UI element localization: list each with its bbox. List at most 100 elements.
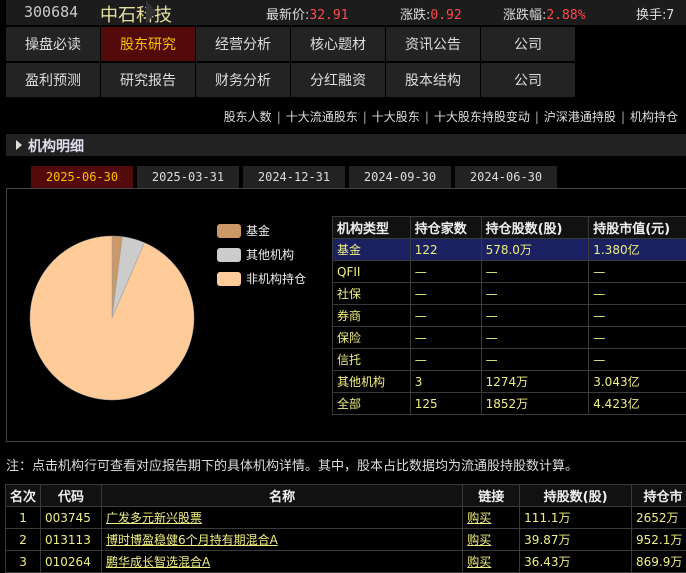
nav-button[interactable]: 财务分析 (196, 63, 290, 97)
sub-link[interactable]: 十大股东 (372, 110, 420, 124)
stock-name: 中石科技 (100, 1, 172, 27)
table-cell: 4.423亿 (589, 393, 686, 415)
table-cell: 1852万 (481, 393, 589, 415)
quote-price: 最新价:32.91 (266, 4, 349, 23)
nav-button[interactable]: 研究报告 (101, 63, 195, 97)
sub-links: 股东人数|十大流通股东|十大股东|十大股东持股变动|沪深港通持股|机构持仓 (224, 108, 678, 125)
table-cell: — (481, 327, 589, 349)
table-cell: — (410, 327, 481, 349)
table-cell: 券商 (333, 305, 411, 327)
legend-item: 基金 (217, 222, 270, 239)
legend-item: 非机构持仓 (217, 270, 306, 287)
nav-button[interactable]: 股本结构 (386, 63, 480, 97)
nav-button[interactable]: 操盘必读 (6, 27, 100, 61)
table-cell: 全部 (333, 393, 411, 415)
nav-button[interactable]: 盈利预测 (6, 63, 100, 97)
legend-label: 其他机构 (246, 246, 294, 263)
sub-link[interactable]: 十大股东持股变动 (434, 110, 530, 124)
legend-swatch (217, 224, 241, 238)
nav-button[interactable]: 经营分析 (196, 27, 290, 61)
table-row[interactable]: 保险——— (333, 327, 686, 349)
column-header: 链接 (463, 485, 520, 507)
stock-code: 300684 (24, 3, 78, 21)
nav-button[interactable]: 分红融资 (291, 63, 385, 97)
table-cell: — (481, 261, 589, 283)
period-tab[interactable]: 2025-03-31 (137, 166, 239, 188)
legend-swatch (217, 248, 241, 262)
period-tab[interactable]: 2025-06-30 (31, 166, 133, 188)
nav-button[interactable]: 公司 (481, 63, 575, 97)
table-cell: 购买 (463, 529, 520, 551)
table-cell: 购买 (463, 507, 520, 529)
table-cell: — (589, 305, 686, 327)
table-cell: 952.1万 (632, 529, 686, 551)
table-cell: 3.043亿 (589, 371, 686, 393)
nav-button[interactable]: 核心题材 (291, 27, 385, 61)
table-cell: 博时博盈稳健6个月持有期混合A (101, 529, 462, 551)
sub-link[interactable]: 机构持仓 (630, 110, 678, 124)
table-cell: 010264 (41, 551, 102, 573)
sub-link[interactable]: 十大流通股东 (286, 110, 358, 124)
quote-change-pct: 涨跌幅:2.88% (503, 4, 586, 23)
legend-label: 非机构持仓 (246, 270, 306, 287)
table-cell: — (410, 261, 481, 283)
table-cell: — (481, 283, 589, 305)
quote-change: 涨跌:0.92 (400, 4, 462, 23)
buy-link[interactable]: 购买 (467, 533, 491, 547)
separator: | (535, 110, 539, 124)
legend-swatch (217, 272, 241, 286)
quote-turnover: 换手:7 (636, 4, 674, 23)
table-cell: — (589, 261, 686, 283)
table-row[interactable]: 信托——— (333, 349, 686, 371)
period-tab[interactable]: 2024-12-31 (243, 166, 345, 188)
column-header: 持仓家数 (410, 217, 481, 239)
table-cell: QFII (333, 261, 411, 283)
buy-link[interactable]: 购买 (467, 511, 491, 525)
column-header: 名称 (101, 485, 462, 507)
sub-link[interactable]: 股东人数 (224, 110, 272, 124)
legend-item: 其他机构 (217, 246, 294, 263)
table-cell: 122 (410, 239, 481, 261)
table-row[interactable]: QFII——— (333, 261, 686, 283)
table-cell: — (481, 305, 589, 327)
period-tab[interactable]: 2024-09-30 (349, 166, 451, 188)
table-cell: 2652万 (632, 507, 686, 529)
table-row[interactable]: 券商——— (333, 305, 686, 327)
table-cell: — (589, 349, 686, 371)
nav-button[interactable]: 公司 (481, 27, 575, 61)
nav-button[interactable]: 股东研究 (101, 27, 195, 61)
table-cell: 信托 (333, 349, 411, 371)
column-header: 机构类型 (333, 217, 411, 239)
table-cell: — (481, 349, 589, 371)
pie-slice (30, 236, 194, 400)
table-cell: 鹏华成长智选混合A (101, 551, 462, 573)
table-cell: 1 (6, 507, 41, 529)
column-header: 代码 (41, 485, 102, 507)
fund-name-link[interactable]: 博时博盈稳健6个月持有期混合A (106, 533, 278, 547)
period-tab[interactable]: 2024-06-30 (455, 166, 557, 188)
table-row[interactable]: 社保——— (333, 283, 686, 305)
column-header: 持股数(股) (520, 485, 632, 507)
table-cell: — (410, 305, 481, 327)
triangle-right-icon (16, 140, 22, 150)
table-cell: 36.43万 (520, 551, 632, 573)
table-cell: — (589, 327, 686, 349)
separator: | (363, 110, 367, 124)
separator: | (277, 110, 281, 124)
sub-link[interactable]: 沪深港通持股 (544, 110, 616, 124)
nav-button[interactable]: 资讯公告 (386, 27, 480, 61)
table-cell: 869.9万 (632, 551, 686, 573)
fund-name-link[interactable]: 广发多元新兴股票 (106, 511, 202, 525)
pie-chart (20, 226, 210, 416)
table-cell: 013113 (41, 529, 102, 551)
table-cell: 3 (410, 371, 481, 393)
table-cell: 125 (410, 393, 481, 415)
column-header: 持股市值(元) (589, 217, 686, 239)
